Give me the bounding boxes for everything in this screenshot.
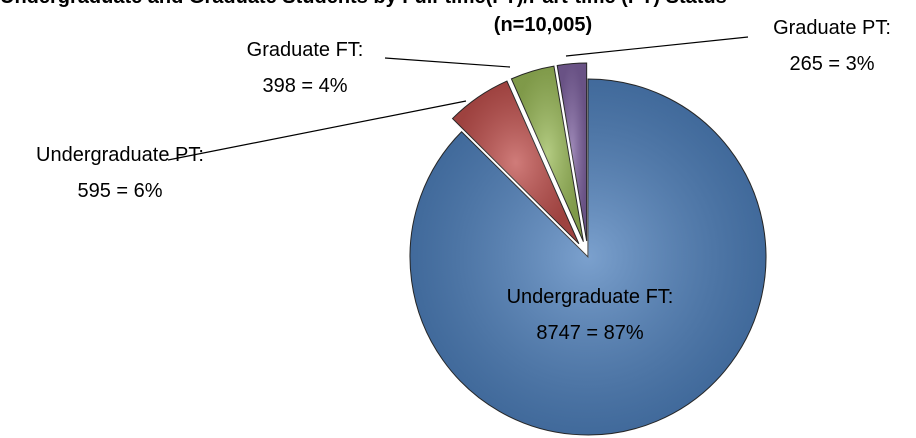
data-label: Undergraduate FT: 8747 = 87%: [470, 279, 710, 351]
value-label: 8747 = 87%: [536, 322, 644, 344]
category-label: Graduate PT:: [773, 17, 891, 39]
pie-slice: [409, 78, 767, 436]
data-label: Graduate FT: 398 = 4%: [205, 32, 405, 104]
category-label: Undergraduate PT:: [36, 144, 204, 166]
data-label: Graduate PT: 265 = 3%: [742, 10, 916, 82]
value-label: 595 = 6%: [77, 180, 163, 202]
value-label: 398 = 4%: [262, 75, 348, 97]
data-label: Undergraduate PT: 595 = 6%: [0, 137, 240, 209]
chart-title: Undergraduate and Graduate Students by F…: [0, 0, 727, 9]
value-label: 265 = 3%: [789, 53, 875, 75]
category-label: Graduate FT:: [246, 39, 364, 61]
leader-line: [167, 100, 467, 161]
chart-subtitle: (n=10,005): [493, 14, 593, 36]
leader-line: [384, 57, 511, 68]
leader-line: [565, 36, 749, 57]
category-label: Undergraduate FT:: [506, 286, 674, 308]
